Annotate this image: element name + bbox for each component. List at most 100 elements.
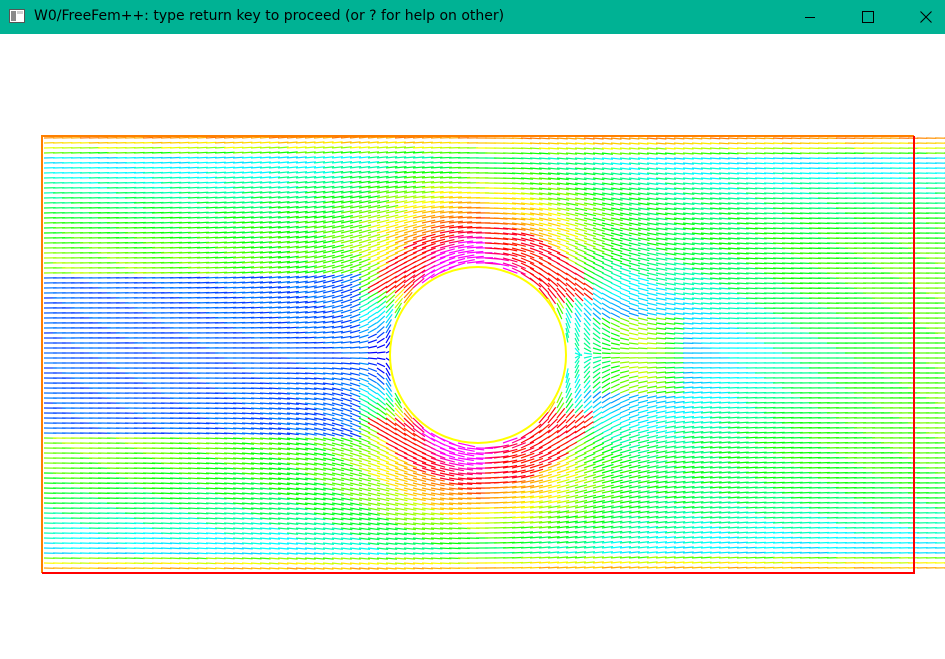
velocity-arrow — [520, 247, 535, 253]
velocity-arrow — [250, 156, 262, 159]
velocity-arrow — [250, 211, 263, 214]
velocity-arrow — [592, 359, 602, 364]
velocity-arrow — [295, 402, 308, 406]
velocity-arrow — [574, 332, 580, 342]
minimize-button[interactable] — [787, 0, 833, 34]
freefem-app-icon[interactable] — [9, 8, 25, 24]
velocity-arrow — [385, 289, 396, 299]
velocity-arrow — [673, 172, 686, 175]
velocity-arrow — [556, 277, 568, 287]
velocity-arrow — [385, 238, 399, 244]
velocity-arrow — [232, 151, 244, 154]
velocity-arrow — [619, 317, 630, 323]
velocity-arrow — [223, 211, 236, 214]
velocity-arrow — [286, 270, 299, 274]
velocity-arrow — [529, 207, 543, 211]
velocity-arrow — [664, 307, 676, 311]
velocity-arrow — [430, 161, 443, 164]
velocity-arrow — [277, 240, 290, 244]
velocity-arrow — [367, 161, 380, 164]
velocity-arrow — [313, 254, 326, 259]
velocity-arrow — [718, 172, 731, 175]
velocity-arrow — [673, 257, 686, 261]
velocity-arrow — [610, 292, 621, 299]
velocity-arrow — [304, 141, 316, 144]
close-button[interactable] — [903, 0, 945, 34]
velocity-arrow — [646, 232, 659, 236]
velocity-arrow — [619, 292, 631, 298]
plot-canvas[interactable] — [0, 34, 945, 659]
velocity-arrow — [394, 185, 407, 189]
velocity-arrow — [673, 137, 685, 140]
velocity-arrow — [583, 375, 591, 384]
velocity-arrow — [331, 156, 343, 159]
velocity-arrow — [385, 141, 397, 144]
velocity-arrow — [619, 237, 632, 242]
velocity-arrow — [610, 222, 623, 227]
velocity-arrow — [295, 171, 308, 174]
velocity-arrow — [331, 249, 344, 254]
velocity-arrow — [403, 269, 417, 279]
velocity-arrow — [655, 267, 668, 271]
velocity-arrow — [583, 287, 594, 296]
velocity-arrow — [250, 201, 263, 204]
velocity-arrow — [547, 287, 557, 299]
velocity-arrow — [700, 401, 712, 404]
velocity-arrow — [538, 247, 552, 254]
velocity-arrow — [358, 170, 371, 174]
velocity-arrow — [385, 299, 395, 309]
velocity-arrow — [385, 170, 398, 174]
velocity-arrow — [583, 312, 592, 322]
velocity-arrow — [259, 251, 272, 254]
velocity-arrow — [448, 253, 465, 259]
velocity-arrow — [700, 207, 713, 210]
velocity-arrow — [358, 318, 369, 324]
velocity-arrow — [322, 279, 335, 284]
velocity-arrow — [736, 152, 748, 155]
velocity-arrow — [313, 205, 326, 209]
title-bar[interactable]: W0/FreeFem++: type return key to proceed… — [0, 0, 945, 34]
velocity-arrow — [574, 172, 587, 176]
maximize-button[interactable] — [845, 0, 891, 34]
velocity-arrow — [358, 382, 369, 388]
velocity-arrow — [223, 171, 236, 174]
velocity-arrow — [619, 388, 630, 394]
velocity-arrow — [583, 152, 596, 155]
velocity-arrow — [538, 282, 550, 294]
velocity-arrow — [691, 322, 703, 325]
velocity-arrow — [448, 186, 462, 189]
velocity-arrow — [583, 307, 592, 317]
velocity-arrow — [529, 172, 542, 175]
velocity-arrow — [574, 360, 580, 369]
velocity-arrow — [601, 317, 611, 324]
velocity-arrow — [628, 167, 641, 170]
velocity-arrow — [250, 191, 263, 194]
velocity-arrow — [268, 230, 281, 234]
velocity-arrow — [331, 239, 344, 244]
velocity-arrow — [583, 272, 595, 280]
velocity-arrow — [385, 200, 399, 204]
velocity-arrow — [331, 141, 343, 144]
velocity-arrow — [304, 255, 317, 259]
velocity-arrow — [826, 157, 838, 160]
velocity-arrow — [664, 227, 677, 231]
velocity-arrow — [376, 281, 388, 289]
velocity-arrow — [619, 272, 631, 278]
velocity-arrow — [619, 398, 630, 404]
velocity-arrow — [376, 295, 387, 304]
velocity-arrow — [322, 244, 335, 249]
velocity-arrow — [646, 202, 659, 206]
velocity-arrow — [781, 142, 793, 145]
velocity-arrow — [727, 292, 740, 295]
velocity-arrow — [313, 190, 326, 194]
velocity-arrow — [700, 162, 712, 165]
velocity-arrow — [277, 186, 290, 189]
velocity-arrow — [223, 246, 237, 249]
velocity-arrow — [439, 181, 453, 184]
velocity-arrow — [646, 380, 658, 384]
velocity-arrow — [367, 339, 378, 344]
velocity-arrow — [295, 260, 308, 264]
velocity-arrow — [286, 235, 299, 239]
velocity-arrow — [358, 392, 370, 399]
velocity-arrow — [439, 224, 455, 229]
